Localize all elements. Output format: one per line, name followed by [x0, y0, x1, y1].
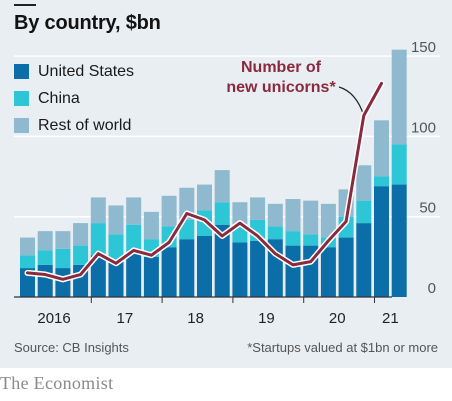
bar-china-20 [374, 176, 389, 187]
bar-us-18 [338, 237, 354, 297]
bar-us-21 [391, 184, 407, 297]
x-tick-label-19: 19 [258, 310, 275, 327]
legend-item-rest: Rest of world [14, 112, 134, 139]
bar-us-15 [285, 245, 301, 297]
legend-label-china: China [38, 89, 80, 107]
bar-us-7 [143, 256, 159, 297]
unicorn-line [26, 81, 383, 281]
bar-us-10 [197, 235, 212, 297]
x-tick-label-2016: 2016 [37, 310, 70, 327]
y-tick-label-150: 150 [411, 39, 436, 56]
x-tick-label-17: 17 [117, 310, 134, 327]
bar-us-2 [55, 268, 71, 297]
chart-panel: By country, $bn United States China Rest… [0, 0, 452, 368]
title-rule [14, 4, 36, 6]
x-tick-label-21: 21 [382, 310, 399, 327]
bar-china-16 [303, 234, 319, 246]
bar-rest-11 [214, 170, 230, 203]
bar-china-0 [20, 255, 35, 269]
bar-us-4 [90, 255, 106, 297]
legend-item-china: China [14, 85, 134, 112]
bar-us-9 [179, 239, 195, 297]
y-tick-label-100: 100 [411, 119, 436, 136]
bar-rest-3 [73, 223, 89, 246]
bar-china-14 [267, 226, 283, 240]
bar-china-12 [232, 226, 248, 243]
bar-rest-12 [232, 202, 248, 227]
bar-rest-20 [374, 120, 389, 177]
bar-china-6 [126, 224, 142, 254]
bar-rest-14 [267, 203, 283, 227]
bar-us-5 [108, 261, 124, 297]
legend-swatch-us [14, 64, 29, 79]
bar-us-17 [320, 247, 336, 297]
unicorn-annotation: Number of new unicorns* [216, 58, 346, 98]
legend-item-us: United States [14, 58, 134, 85]
bar-rest-7 [143, 211, 159, 240]
bar-us-1 [37, 264, 53, 297]
x-tick-label-18: 18 [187, 310, 204, 327]
bar-rest-10 [197, 184, 212, 211]
bar-rest-16 [303, 200, 319, 235]
annotation-line-2: new unicorns* [226, 79, 336, 96]
annotation-line-1: Number of [241, 59, 321, 76]
bar-rest-21 [391, 49, 407, 145]
bar-rest-8 [161, 195, 177, 227]
chart-title: By country, $bn [14, 12, 161, 34]
bar-us-8 [161, 247, 177, 297]
bar-rest-15 [285, 199, 301, 232]
bar-china-15 [285, 231, 301, 246]
bar-rest-17 [320, 203, 336, 238]
annotation-leader [338, 86, 365, 116]
legend-label-rest: Rest of world [38, 116, 132, 134]
bar-china-1 [37, 250, 53, 265]
bar-us-11 [214, 224, 230, 297]
legend: United States China Rest of world [14, 58, 134, 139]
bar-china-19 [356, 200, 372, 224]
footnote: *Startups valued at $1bn or more [247, 340, 438, 355]
brand-logo: The Economist [0, 373, 114, 393]
bar-rest-2 [55, 231, 71, 249]
bar-rest-1 [37, 231, 53, 251]
y-tick-label-50: 50 [419, 200, 436, 217]
chart-svg: 0 50 100 150 2016 17 18 19 20 21 [14, 39, 440, 327]
bar-rest-0 [20, 237, 35, 256]
bar-us-20 [374, 186, 389, 297]
bar-china-2 [55, 248, 71, 269]
bar-rest-5 [108, 205, 124, 235]
bar-us-6 [126, 253, 142, 297]
bar-china-21 [391, 144, 407, 185]
legend-swatch-china [14, 91, 29, 106]
bar-china-5 [108, 234, 124, 262]
legend-swatch-rest [14, 118, 29, 133]
bar-china-11 [214, 202, 230, 225]
bar-rest-13 [250, 197, 266, 220]
bar-rest-6 [126, 197, 142, 225]
bar-us-19 [356, 223, 372, 297]
y-tick-label-0: 0 [428, 280, 436, 297]
bar-china-3 [73, 245, 89, 265]
x-tick-label-20: 20 [329, 310, 346, 327]
bar-us-13 [250, 240, 266, 297]
bar-us-12 [232, 242, 248, 297]
bar-rest-4 [90, 197, 106, 224]
bar-china-4 [90, 223, 106, 256]
legend-label-us: United States [38, 62, 135, 80]
bar-rest-19 [356, 165, 372, 201]
source-note: Source: CB Insights [14, 340, 129, 355]
